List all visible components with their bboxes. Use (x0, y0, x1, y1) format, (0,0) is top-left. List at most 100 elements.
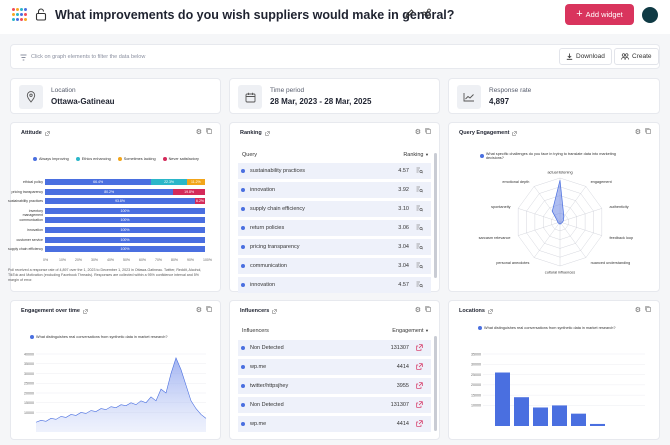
edit-icon[interactable] (404, 8, 415, 19)
external-link-icon[interactable] (416, 382, 423, 389)
stacked-bar[interactable]: 100% (45, 217, 205, 224)
gear-icon[interactable]: ⚙ (634, 307, 641, 314)
stacked-bar[interactable]: 100% (45, 236, 205, 243)
table-row[interactable]: innovation 4.57 (238, 277, 431, 293)
bar-segment[interactable]: 100% (45, 236, 205, 243)
location-bar[interactable] (590, 423, 605, 426)
legend-item[interactable]: Never satisfactory (162, 157, 199, 161)
bar-segment[interactable]: 100% (45, 217, 205, 224)
external-link-icon[interactable] (45, 130, 50, 136)
legend-dot (162, 157, 167, 161)
bar-segment[interactable]: 100% (45, 227, 205, 233)
area-line[interactable] (35, 357, 207, 423)
create-button[interactable]: Create (614, 48, 659, 65)
stacked-bar[interactable]: 100% (45, 207, 205, 214)
bar-segment[interactable]: 6.2% (195, 198, 205, 205)
bar-segment[interactable]: 11.2% (186, 179, 205, 185)
external-link-icon[interactable] (512, 130, 518, 136)
download-button[interactable]: Download (559, 48, 612, 65)
table-row[interactable]: Non Detected 131307 (238, 340, 431, 356)
table-row[interactable]: wp.me 4414 (238, 359, 431, 375)
bar-category-label: supply chain efficiency (8, 247, 43, 252)
external-link-icon[interactable] (83, 308, 88, 314)
copy-icon[interactable] (645, 128, 651, 134)
external-link-icon[interactable] (488, 308, 493, 314)
ranking-column-header[interactable]: Ranking ▼ (403, 152, 429, 158)
unlock-icon[interactable] (35, 8, 47, 21)
app-logo[interactable] (12, 8, 28, 22)
gear-icon[interactable]: ⚙ (414, 129, 421, 136)
stacked-bar[interactable]: 93.8% 6.2% (45, 198, 205, 205)
row-label: supply chain efficiency (250, 206, 305, 212)
external-link-icon[interactable] (264, 130, 270, 136)
table-row[interactable]: innovation 3.92 (238, 182, 431, 198)
engagement-column-header[interactable]: Engagement ▼ (392, 328, 429, 334)
copy-icon[interactable] (206, 306, 212, 312)
gear-icon[interactable]: ⚙ (195, 307, 202, 314)
list-search-icon[interactable] (416, 186, 423, 193)
gear-icon[interactable]: ⚙ (195, 129, 202, 136)
location-bar[interactable] (514, 397, 529, 426)
radar-chart[interactable]: actual listening engagement authenticity fe… (470, 160, 650, 285)
row-value: 4.57 (398, 168, 409, 174)
location-bar[interactable] (533, 407, 548, 426)
external-link-icon[interactable] (272, 308, 278, 314)
row-bullet (241, 245, 245, 249)
axis-tick-label: 80% (171, 258, 179, 262)
bar-segment[interactable]: 19.8% (173, 188, 205, 195)
scrollbar[interactable] (434, 336, 437, 431)
table-row[interactable]: Non Detected 131307 (238, 397, 431, 413)
legend-item[interactable]: Always Improving (33, 157, 69, 161)
copy-icon[interactable] (425, 306, 431, 312)
bar-category-label: ethical policy (22, 180, 43, 184)
stacked-bar[interactable]: 66.4% 22.3% 11.2% (45, 179, 205, 185)
bar-segment[interactable]: 66.4% (45, 179, 152, 185)
bar-segment[interactable]: 93.8% (45, 198, 196, 205)
share-icon[interactable] (421, 8, 432, 19)
table-row[interactable]: pricing transparency 3.04 (238, 239, 431, 255)
table-row[interactable]: sustainability practices 4.57 (238, 163, 431, 179)
legend-item[interactable]: Sometimes lacking (117, 157, 156, 161)
list-search-icon[interactable] (416, 167, 423, 174)
stacked-bar[interactable]: 100% (45, 246, 205, 253)
engagement-area-chart[interactable]: 40000 35000 30000 25000 20000 15000 10000 (14, 348, 214, 438)
avatar[interactable] (642, 7, 658, 23)
list-search-icon[interactable] (416, 281, 423, 288)
copy-icon[interactable] (206, 128, 212, 134)
list-search-icon[interactable] (416, 243, 423, 250)
legend-item[interactable]: Ethics enhancing (75, 157, 111, 161)
radar-series-area[interactable] (551, 180, 565, 225)
stacked-bar[interactable]: 80.2% 19.8% (45, 188, 205, 195)
location-bar[interactable] (495, 372, 510, 426)
axis-tick-label: 0% (43, 258, 49, 262)
external-link-icon[interactable] (416, 401, 423, 408)
bar-segment[interactable]: 22.3% (151, 179, 187, 185)
list-search-icon[interactable] (416, 205, 423, 212)
locations-bar-chart[interactable]: 35000 30000 25000 20000 15000 10000 (455, 340, 655, 440)
stacked-bar[interactable]: 100% (45, 227, 205, 233)
copy-icon[interactable] (425, 128, 431, 134)
bar-segment[interactable]: 80.2% (45, 188, 174, 195)
location-bar[interactable] (571, 413, 586, 426)
bar-segment[interactable]: 100% (45, 246, 205, 253)
table-row[interactable]: supply chain efficiency 3.10 (238, 201, 431, 217)
table-row[interactable]: communication 3.04 (238, 258, 431, 274)
gear-icon[interactable]: ⚙ (414, 307, 421, 314)
table-row[interactable]: return policies 3.06 (238, 220, 431, 236)
copy-icon[interactable] (645, 306, 651, 312)
list-search-icon[interactable] (416, 224, 423, 231)
scrollbar[interactable] (434, 153, 437, 278)
external-link-icon[interactable] (416, 420, 423, 427)
y-tick-label: 40000 (24, 352, 34, 356)
table-row[interactable]: twitter/httpsjhey 3955 (238, 378, 431, 394)
external-link-icon[interactable] (416, 363, 423, 370)
add-widget-button[interactable]: + Add widget (565, 4, 634, 25)
list-search-icon[interactable] (416, 262, 423, 269)
gear-icon[interactable]: ⚙ (634, 129, 641, 136)
row-value: 3955 (396, 383, 409, 389)
bar-segment[interactable]: 100% (45, 207, 205, 214)
external-link-icon[interactable] (416, 344, 423, 351)
table-row[interactable]: wp.me 4414 (238, 416, 431, 432)
row-label: Non Detected (250, 402, 284, 408)
location-bar[interactable] (552, 405, 567, 426)
